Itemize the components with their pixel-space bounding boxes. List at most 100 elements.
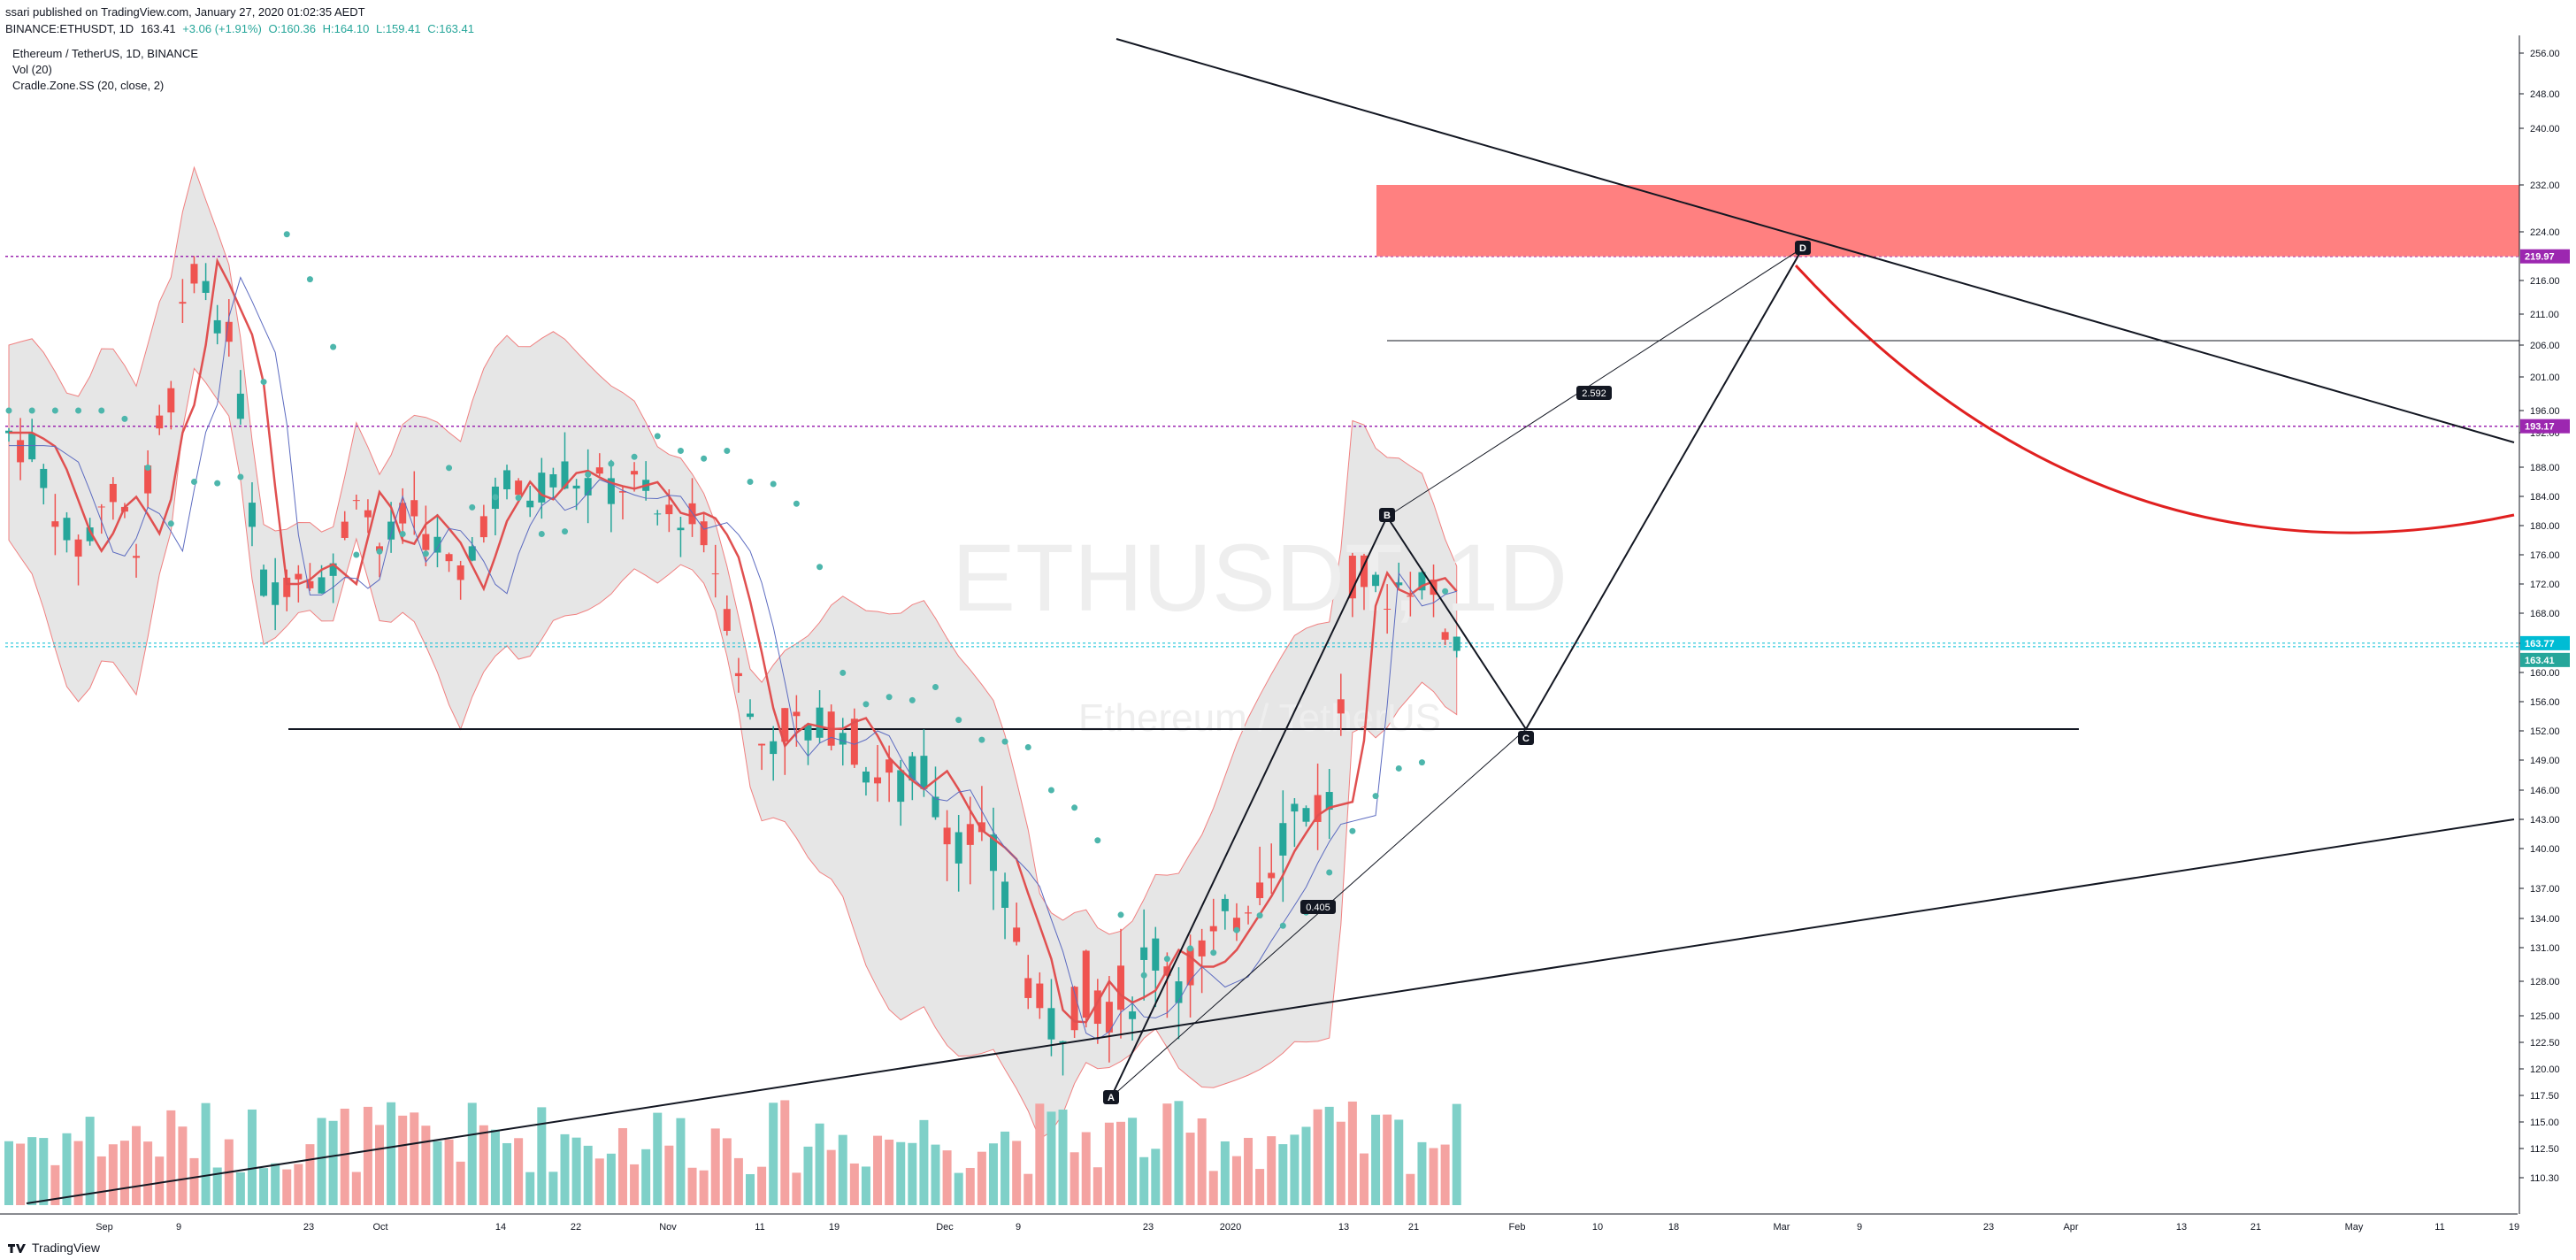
volume-bar <box>641 1149 651 1205</box>
pattern-point-label: B <box>1384 511 1391 521</box>
candle-body <box>1001 881 1009 908</box>
volume-bar <box>4 1141 13 1205</box>
legend-indicator[interactable]: Cradle.Zone.SS (20, close, 2) <box>12 79 165 92</box>
time-tick-label: 13 <box>1338 1222 1349 1233</box>
time-tick-label: Feb <box>1509 1222 1526 1233</box>
ma-slow <box>9 276 1457 1041</box>
volume-bar <box>387 1102 396 1205</box>
footer: TradingView <box>7 1241 100 1255</box>
candle-body <box>886 759 893 773</box>
volume-bar <box>27 1137 37 1205</box>
candle-body <box>631 471 639 475</box>
candle-body <box>862 771 870 783</box>
sar-dot <box>677 447 684 454</box>
harmonic-pattern[interactable]: A B C D 2.592 0.405 <box>1103 241 1811 1104</box>
ratio-box <box>1576 386 1612 400</box>
ratio-box <box>1300 900 1336 914</box>
price-tick-label: 134.00 <box>2530 914 2560 925</box>
candle-body <box>665 504 673 515</box>
high-value: H:164.10 <box>322 22 370 35</box>
candle-body <box>1036 983 1044 1009</box>
volume-bar <box>479 1125 488 1205</box>
volume-bar <box>861 1166 870 1205</box>
sar-dot <box>747 479 754 485</box>
price-tick-label: 146.00 <box>2530 786 2560 796</box>
candle-body <box>272 582 280 605</box>
price-axis[interactable]: 256.00 248.00 240.00 232.00 224.00 216.00 211.… <box>2518 35 2570 1214</box>
chart-legend: Ethereum / TetherUS, 1D, BINANCE Vol (20… <box>12 46 198 94</box>
candle-body <box>874 777 882 784</box>
sar-dot <box>353 551 360 558</box>
candle-body <box>1453 636 1460 651</box>
sar-dot <box>1233 926 1240 933</box>
volume-bar <box>166 1110 176 1205</box>
pattern-point-label: D <box>1799 243 1806 254</box>
sar-dot <box>1210 949 1217 957</box>
sar-dot <box>1001 738 1008 745</box>
candle-body <box>179 302 187 304</box>
candle-body <box>654 513 662 515</box>
volume-bar <box>1220 1141 1230 1205</box>
price-tick-label: 196.00 <box>2530 406 2560 417</box>
sar-dot <box>1024 743 1031 750</box>
sar-dot <box>422 550 429 557</box>
volume-bar <box>1255 1169 1265 1205</box>
candle-body <box>1360 555 1368 588</box>
time-tick-label: Dec <box>936 1222 954 1233</box>
volume-bar <box>1104 1122 1114 1205</box>
sar-dot <box>978 736 985 743</box>
volume-bar <box>410 1112 419 1205</box>
candle-body <box>503 470 511 489</box>
candle-body <box>445 554 453 562</box>
sar-dot <box>376 548 383 555</box>
volume-bar <box>1012 1141 1022 1205</box>
volume-bar <box>537 1107 547 1205</box>
candle-body <box>584 478 592 496</box>
candle-body <box>758 743 766 746</box>
drawings[interactable] <box>26 38 2515 1204</box>
time-tick-label: 14 <box>495 1222 506 1233</box>
sar-dot <box>121 415 128 422</box>
volume-bar <box>1371 1114 1381 1205</box>
candle-body <box>1348 556 1356 599</box>
volume-bar <box>977 1151 986 1205</box>
volume-bar <box>1208 1171 1218 1205</box>
candle-body <box>978 822 985 833</box>
open-value: O:160.36 <box>268 22 316 35</box>
volume-bar <box>676 1118 686 1205</box>
volume-bar <box>780 1100 790 1205</box>
price-tick-label: 110.30 <box>2530 1173 2559 1184</box>
sar-dot <box>1279 922 1286 929</box>
time-tick-label: 22 <box>571 1222 581 1233</box>
volume-bar <box>132 1126 142 1205</box>
sar-dot <box>908 696 916 703</box>
candle-body <box>190 264 198 284</box>
watermark: ETHUSDT, 1D Ethereum / TetherUS <box>952 524 1568 740</box>
volume-bar <box>1313 1109 1322 1205</box>
legend-title[interactable]: Ethereum / TetherUS, 1D, BINANCE <box>12 47 199 60</box>
candle-body <box>468 546 476 561</box>
price-label-text: 163.77 <box>2525 639 2555 649</box>
legend-volume[interactable]: Vol (20) <box>12 63 52 76</box>
candle-body <box>17 440 25 463</box>
volume-bar <box>73 1141 83 1205</box>
volume-bar <box>710 1128 720 1205</box>
volume-bar <box>1267 1136 1276 1205</box>
candle-body <box>1070 987 1078 1031</box>
time-tick-label: 10 <box>1592 1222 1603 1233</box>
candle-body <box>839 733 847 745</box>
sar-dot <box>1349 827 1356 834</box>
time-axis[interactable]: Sep 9 23 Oct 14 22 Nov 11 19 Dec 9 23 2020 13 21 Feb 10 1… <box>0 1213 2519 1233</box>
time-tick-label: 23 <box>1983 1222 1994 1233</box>
candle-body <box>607 478 615 504</box>
symbol-label: BINANCE:ETHUSDT, 1D <box>5 22 134 35</box>
candle-body <box>538 472 546 503</box>
volume-bar <box>849 1163 859 1205</box>
sar-dot <box>51 407 58 414</box>
candle-body <box>1047 1008 1055 1040</box>
volume-bar <box>467 1102 477 1205</box>
price-tick-label: 149.00 <box>2530 756 2560 766</box>
sell-zone[interactable] <box>1376 185 2519 257</box>
bollinger-bands <box>8 165 1458 1141</box>
